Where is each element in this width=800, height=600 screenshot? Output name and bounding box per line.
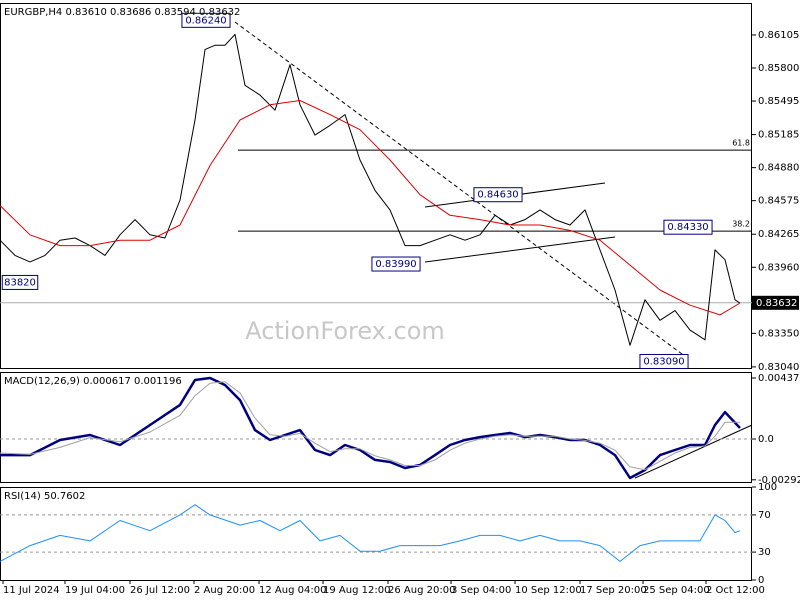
y-tick-label: 0.85185 xyxy=(758,130,799,141)
y-tick-label: 0.85800 xyxy=(758,63,799,74)
price-label: 83820 xyxy=(4,277,36,288)
price-label: 0.84630 xyxy=(477,190,518,201)
price-label-box xyxy=(663,219,713,235)
y-tick-label: 0.83960 xyxy=(758,262,799,273)
x-tick-label: 17 Sep 20:00 xyxy=(580,585,647,596)
y-tick-label: 30 xyxy=(758,547,771,558)
x-tick-label: 2 Aug 20:00 xyxy=(194,585,255,596)
y-tick-label: 70 xyxy=(758,510,771,521)
series-line xyxy=(0,381,740,471)
x-tick-label: 10 Sep 12:00 xyxy=(515,585,582,596)
y-tick-label: 0.84880 xyxy=(758,163,799,174)
panel-border xyxy=(0,372,752,483)
x-tick-label: 19 Aug 12:00 xyxy=(323,585,390,596)
x-tick-label: 25 Sep 04:00 xyxy=(643,585,710,596)
price-label: 0.86240 xyxy=(185,15,226,26)
price-label: 0.83090 xyxy=(643,357,684,368)
price-label-box xyxy=(639,354,689,370)
series-line xyxy=(0,33,741,346)
series-line xyxy=(0,100,741,316)
y-tick-label: 0.00437 xyxy=(758,373,799,384)
x-tick-label: 11 Jul 2024 xyxy=(3,585,60,596)
series-line xyxy=(0,504,741,562)
y-tick-label: 0.83040 xyxy=(758,362,799,373)
price-label-box xyxy=(1,274,39,290)
y-tick-label: 0.85495 xyxy=(758,96,799,107)
macd-trend-line xyxy=(634,424,753,479)
y-tick-label: 0.86105 xyxy=(758,30,799,41)
last-price-box xyxy=(752,295,799,310)
watermark: ActionForex.com xyxy=(245,317,445,345)
price-label: 0.83990 xyxy=(375,259,416,270)
y-tick-label: 100 xyxy=(758,482,777,493)
channel-line xyxy=(424,236,616,263)
fib-label: 61.8 xyxy=(732,139,750,148)
trend-line xyxy=(234,21,691,361)
y-tick-label: 0.84575 xyxy=(758,196,799,207)
y-tick-label: -0.002922 xyxy=(758,475,800,486)
panel-border xyxy=(0,3,752,369)
price-label-box xyxy=(371,256,421,272)
price-label-box xyxy=(473,187,523,203)
panel-border xyxy=(0,487,752,581)
x-tick-label: 12 Aug 04:00 xyxy=(259,585,326,596)
fib-label: 38.2 xyxy=(732,220,750,229)
x-tick-label: 19 Jul 04:00 xyxy=(65,585,125,596)
y-tick-label: 0 xyxy=(758,575,764,586)
y-tick-label: 0.83350 xyxy=(758,328,799,339)
last-price-label: 0.83632 xyxy=(756,298,797,309)
panel-title: MACD(12,26,9) 0.000617 0.001196 xyxy=(4,376,182,387)
x-tick-label: 26 Jul 12:00 xyxy=(130,585,190,596)
y-tick-label: 0.0 xyxy=(758,434,774,445)
x-tick-label: 26 Aug 20:00 xyxy=(388,585,455,596)
price-label: 0.84330 xyxy=(667,222,708,233)
price-label-box xyxy=(181,12,231,28)
y-tick-label: 0.84265 xyxy=(758,229,799,240)
x-tick-label: 3 Sep 04:00 xyxy=(451,585,511,596)
x-tick-label: 2 Oct 12:00 xyxy=(706,585,765,596)
panel-title: EURGBP,H4 0.83610 0.83686 0.83594 0.8363… xyxy=(4,7,240,18)
panel-title: RSI(14) 50.7602 xyxy=(4,491,85,502)
